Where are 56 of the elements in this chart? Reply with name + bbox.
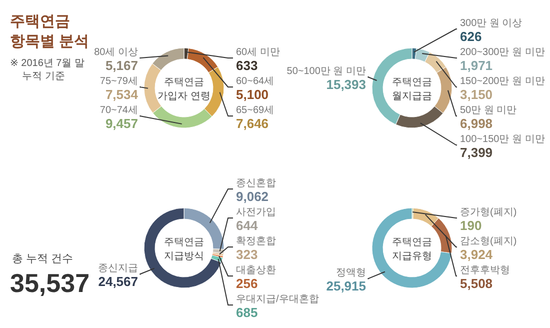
data-label: 685 [236,305,258,320]
text: 월지급금 [392,91,432,102]
data-label: 6,998 [460,116,493,131]
slice-label: 70~74세 [100,105,138,116]
slice-label: 100~150만 원 미만 [460,134,545,145]
slice-label: 50~100만 원 미만 [286,66,366,77]
slice-label: 75~79세 [100,76,138,87]
slice-label: 200~300만 원 미만 [460,47,545,58]
data-label: 7,534 [105,87,139,102]
data-label: 3,924 [460,247,494,262]
slice-label: 80세 이상 [94,47,138,58]
slice-label: 우대지급/우대혼합 [236,294,319,305]
slice-label: 50만 원 미만 [460,105,517,116]
data-label: 256 [236,276,258,291]
text: 지급방식 [164,251,204,262]
text: 주택연금 [164,77,204,88]
text: 총 누적 건수 [12,253,74,265]
data-label: 3,150 [460,87,493,102]
slice-label: 감소형(폐지) [460,236,517,247]
text: 주택연금 항목별 분석 [10,13,90,50]
text: 35,537 [10,268,90,298]
data-label: 24,567 [98,274,138,290]
data-label: 9,062 [236,189,269,204]
text: 가입자 연령 [158,91,210,102]
data-label: 5,100 [236,87,269,102]
data-label: 644 [236,218,258,233]
data-label: 323 [236,247,258,262]
data-label: 190 [460,218,482,233]
text: 주택연금 [392,237,432,248]
data-label: 633 [236,58,258,73]
slice-label: 확정혼합 [236,236,276,247]
slice-label: 60~64세 [236,76,274,87]
data-label: 7,399 [460,145,493,160]
data-label: 5,508 [460,276,493,291]
data-label: 5,167 [105,58,138,73]
slice-label: 65~69세 [236,105,274,116]
slice-label: 150~200만 원 미만 [460,76,545,87]
slice-label: 대출상환 [236,265,276,276]
data-label: 25,915 [326,278,366,294]
text: ※ 2016년 7월 말 누적 기준 [10,58,85,82]
data-label: 1,971 [460,58,493,73]
text: 주택연금 [392,77,432,88]
slice-label: 종신지급 [98,263,138,274]
data-label: 9,457 [105,116,138,131]
data-label: 15,393 [326,76,366,92]
text: 지급유형 [392,251,432,262]
slice-label: 정액형 [336,268,366,279]
data-label: 626 [460,29,482,44]
slice-label: 300만 원 이상 [460,18,522,29]
slice-label: 60세 미만 [236,47,280,58]
data-label: 7,646 [236,116,269,131]
slice-label: 사전가입 [236,207,276,218]
text: 주택연금 [164,237,204,248]
slice-label: 증가형(폐지) [460,207,517,218]
slice-label: 전후후박형 [460,265,510,276]
slice-label: 종신혼합 [236,178,276,189]
